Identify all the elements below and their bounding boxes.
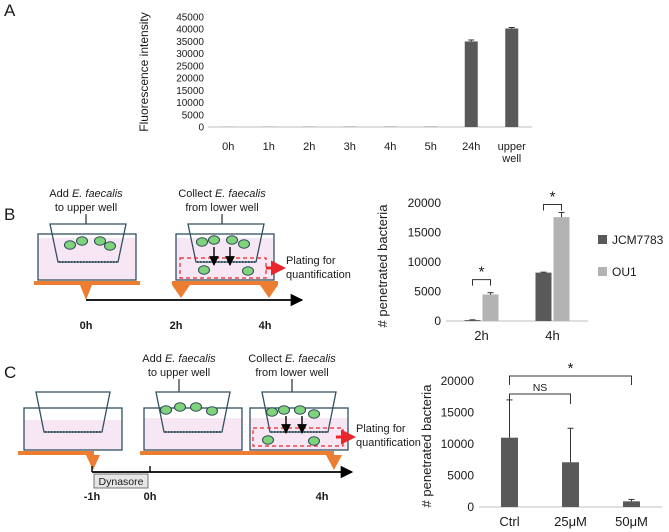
chart-a-y-tick: 45000 bbox=[176, 13, 204, 24]
b-step1-line2: to upper well bbox=[55, 202, 117, 214]
chart-c-y-tick: 5000 bbox=[447, 469, 474, 483]
chart-c-y-tick: 15000 bbox=[441, 406, 475, 420]
chart-c: 0 5000 10000 15000 20000 # penetrated bacteri… bbox=[419, 360, 662, 529]
chart-a-x-tick: 3h bbox=[344, 141, 356, 153]
chart-a-y-tick: 15000 bbox=[176, 86, 204, 97]
chart-b-y-tick: 5000 bbox=[414, 285, 441, 299]
chart-a-y-tick: 20000 bbox=[176, 74, 204, 85]
chart-c-significance-bracket bbox=[509, 375, 632, 385]
dynasore-label: Dynasore bbox=[99, 476, 144, 488]
chart-b-bar-jcm7783 bbox=[535, 272, 552, 321]
chart-a-x-tick: 4h bbox=[384, 141, 396, 153]
c-plating-line2: quantification bbox=[356, 437, 421, 449]
panel-c-letter: C bbox=[4, 363, 16, 382]
chart-c-bar bbox=[562, 462, 579, 507]
c-well-3 bbox=[246, 391, 349, 470]
chart-a-x-tick: 24h bbox=[462, 141, 480, 153]
chart-b-significance-bracket bbox=[472, 279, 491, 286]
chart-a-bar bbox=[464, 41, 478, 127]
chart-a-x-tick: well bbox=[501, 153, 521, 165]
chart-b-y-tick: 20000 bbox=[408, 196, 442, 210]
c-well-3-bacteria bbox=[262, 405, 320, 446]
chart-a-x-tick: 1h bbox=[263, 141, 275, 153]
b-lower-well-highlight bbox=[179, 257, 267, 279]
chart-c-y-tick: 10000 bbox=[441, 437, 475, 451]
panel-a-letter: A bbox=[4, 1, 16, 20]
b-step2-line2: from lower well bbox=[185, 202, 258, 214]
chart-a-x-tick: 5h bbox=[425, 141, 437, 153]
chart-b-legend-swatch bbox=[598, 267, 607, 276]
chart-a-y-tick: 40000 bbox=[176, 25, 204, 36]
chart-a-y-tick: 30000 bbox=[176, 49, 204, 60]
b-step1-line1: Add E. faecalis bbox=[49, 188, 123, 200]
chart-c-significance-bracket-label: * bbox=[568, 360, 574, 377]
chart-b-significance-bracket-label: * bbox=[550, 188, 556, 205]
chart-b-legend-label: JCM7783 bbox=[612, 233, 664, 247]
chart-b-x-tick: 2h bbox=[474, 328, 488, 343]
chart-a-x-tick: 0h bbox=[222, 141, 234, 153]
chart-b-y-tick: 15000 bbox=[408, 226, 442, 240]
c-well-2-bacteria bbox=[160, 402, 218, 416]
c-well-1 bbox=[18, 391, 123, 470]
chart-b: 0 5000 10000 15000 20000 # penetrated bacteri… bbox=[375, 188, 664, 343]
c-step1-line1: Add E. faecalis bbox=[142, 353, 216, 365]
chart-a-y-tick: 5000 bbox=[182, 110, 205, 121]
chart-b-x-tick: 4h bbox=[545, 328, 559, 343]
chart-c-bar bbox=[623, 501, 640, 507]
chart-c-ns-bracket bbox=[509, 393, 571, 404]
b-well-1 bbox=[34, 223, 140, 300]
b-time-2h: 2h bbox=[170, 320, 183, 332]
chart-b-y-tick: 0 bbox=[434, 314, 441, 328]
chart-a-x-tick: upper bbox=[498, 141, 526, 153]
c-well-2 bbox=[140, 391, 246, 455]
chart-b-bar-ou1 bbox=[482, 294, 499, 321]
chart-a-y-tick: 35000 bbox=[176, 37, 204, 48]
c-time-minus1h: -1h bbox=[84, 491, 101, 503]
panel-b-letter: B bbox=[4, 205, 15, 224]
b-time-4h: 4h bbox=[259, 320, 272, 332]
c-plating-line1: Plating for bbox=[356, 423, 406, 435]
chart-c-y-tick: 0 bbox=[467, 500, 474, 514]
chart-c-y-tick: 20000 bbox=[441, 374, 475, 388]
c-step1-line2: to upper well bbox=[148, 367, 210, 379]
c-step2-line2: from lower well bbox=[255, 367, 328, 379]
chart-b-significance-bracket bbox=[543, 203, 562, 211]
chart-b-legend-swatch bbox=[598, 235, 607, 244]
dynasore-bar bbox=[93, 473, 149, 489]
b-plating-line2: quantification bbox=[286, 269, 351, 281]
chart-b-bar-ou1 bbox=[553, 217, 570, 321]
chart-c-ns-bracket-label: NS bbox=[533, 382, 548, 394]
c-step2-line1: Collect E. faecalis bbox=[248, 353, 336, 365]
c-time-4h: 4h bbox=[316, 491, 329, 503]
b-well-2 bbox=[172, 223, 278, 298]
chart-c-x-tick: 25μM bbox=[554, 514, 587, 529]
chart-c-x-tick: Ctrl bbox=[499, 514, 519, 529]
b-well-1-bacteria bbox=[64, 236, 116, 251]
chart-a-y-tick: 25000 bbox=[176, 61, 204, 72]
chart-b-significance-bracket-label: * bbox=[479, 264, 485, 281]
chart-a-y-tick: 10000 bbox=[176, 98, 204, 109]
chart-b-legend-label: OU1 bbox=[612, 265, 637, 279]
chart-c-bar bbox=[501, 437, 518, 507]
chart-a-y-axis-label: Fluorescence intensity bbox=[137, 12, 151, 131]
chart-c-x-tick: 50μM bbox=[615, 514, 648, 529]
b-step2-line1: Collect E. faecalis bbox=[178, 188, 266, 200]
b-plating-line1: Plating for bbox=[286, 255, 336, 267]
chart-a-y-tick: 0 bbox=[198, 123, 204, 134]
b-time-0h: 0h bbox=[80, 320, 93, 332]
b-well-2-bacteria bbox=[196, 235, 254, 276]
chart-b-bar-jcm7783 bbox=[464, 320, 481, 321]
chart-b-y-axis-label: # penetrated bacteria bbox=[375, 204, 390, 328]
c-time-0h: 0h bbox=[144, 491, 157, 503]
chart-c-y-axis-label: # penetrated bacteria bbox=[419, 384, 434, 508]
chart-b-y-tick: 10000 bbox=[408, 255, 442, 269]
chart-a-x-tick: 2h bbox=[303, 141, 315, 153]
chart-a-bar bbox=[505, 28, 519, 127]
